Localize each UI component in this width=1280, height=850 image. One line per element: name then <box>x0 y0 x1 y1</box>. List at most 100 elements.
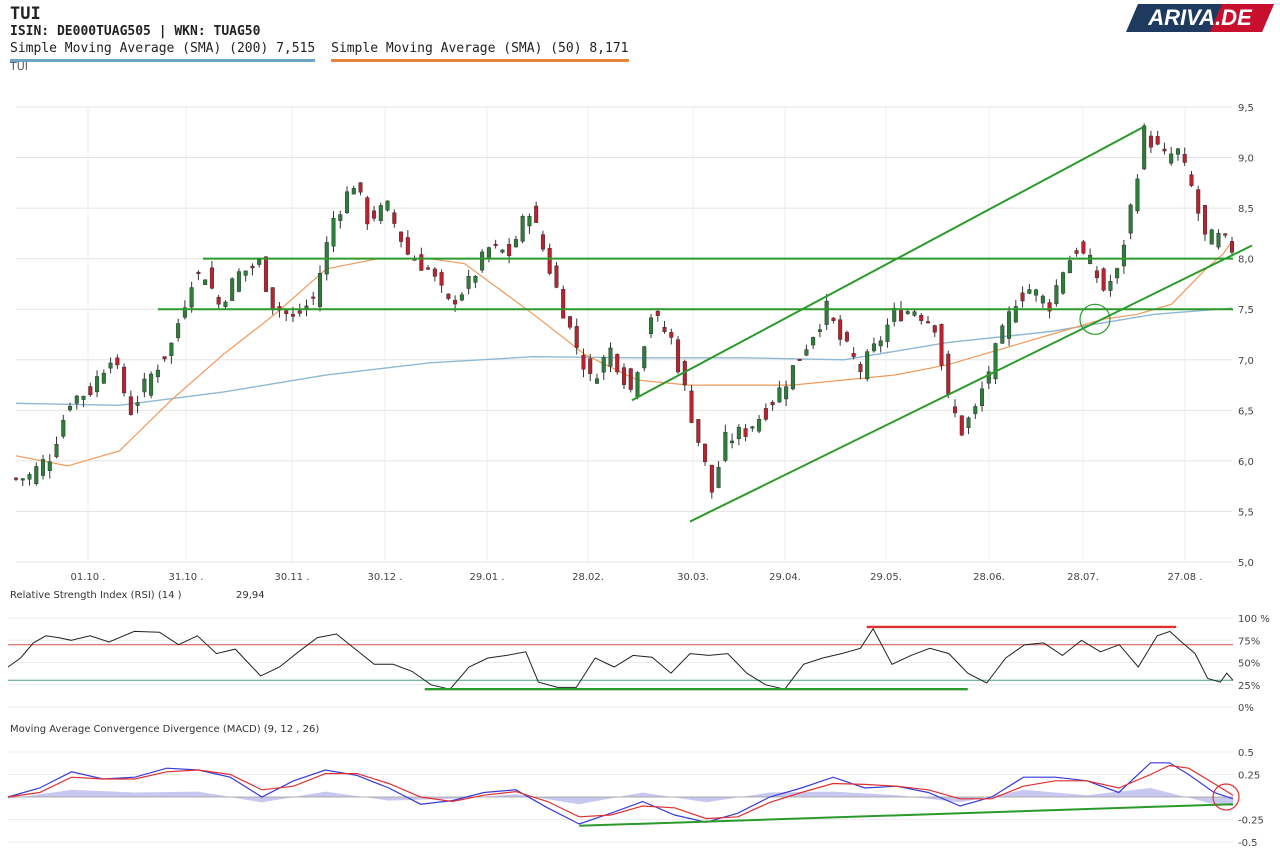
up-candle <box>1034 289 1039 296</box>
up-candle <box>378 205 383 221</box>
macd-y-tick-label: -0.5 <box>1238 838 1258 849</box>
up-candle <box>351 188 356 195</box>
up-candle <box>176 323 181 339</box>
price-y-tick-label: 7,5 <box>1238 305 1254 316</box>
down-candle <box>216 296 221 305</box>
up-candle <box>824 300 829 325</box>
rsi-y-tick-label: 75% <box>1238 636 1260 647</box>
down-candle <box>851 353 856 357</box>
up-candle <box>804 349 809 356</box>
up-candle <box>108 362 113 369</box>
down-candle <box>547 247 552 274</box>
up-candle <box>912 311 917 316</box>
down-candle <box>763 408 768 420</box>
up-candle <box>905 311 910 314</box>
up-candle <box>736 427 741 440</box>
down-candle <box>953 406 958 414</box>
down-candle <box>534 205 539 223</box>
up-candle <box>865 351 870 380</box>
down-candle <box>88 386 93 396</box>
down-candle <box>453 299 458 305</box>
price-x-tick-label: 31.10 . <box>169 572 204 583</box>
up-candle <box>338 214 343 221</box>
up-candle <box>878 340 883 347</box>
down-candle <box>797 358 802 361</box>
up-candle <box>966 417 971 428</box>
price-x-tick-label: 29.04. <box>769 572 801 583</box>
price-x-tick-label: 30.11 . <box>275 572 310 583</box>
down-candle <box>1196 189 1201 214</box>
down-candle <box>297 310 302 314</box>
down-candle <box>844 332 849 342</box>
down-candle <box>405 237 410 255</box>
sma50-line <box>15 241 1233 467</box>
down-candle <box>419 254 424 271</box>
down-candle <box>122 366 127 394</box>
rsi-y-tick-label: 25% <box>1238 681 1260 692</box>
up-candle <box>1067 260 1072 274</box>
down-candle <box>709 464 714 493</box>
up-candle <box>20 478 25 481</box>
down-candle <box>932 325 937 333</box>
down-candle <box>1223 233 1228 236</box>
down-candle <box>858 364 863 373</box>
up-candle <box>385 200 390 211</box>
down-candle <box>946 353 951 395</box>
ariva-logo[interactable]: ARIVA.DE <box>1124 2 1276 34</box>
up-candle <box>1121 244 1126 267</box>
down-candle <box>1094 270 1099 279</box>
down-candle <box>554 265 559 288</box>
sma-legend: Simple Moving Average (SMA) (200) 7,515 … <box>10 40 637 62</box>
down-candle <box>162 356 167 360</box>
up-candle <box>871 343 876 352</box>
up-candle <box>95 376 100 393</box>
up-candle <box>236 271 241 292</box>
up-candle <box>885 324 890 342</box>
up-candle <box>635 372 640 397</box>
up-candle <box>527 216 532 227</box>
up-candle <box>1108 281 1113 291</box>
up-candle <box>54 443 59 458</box>
up-candle <box>784 386 789 400</box>
up-candle <box>594 378 599 384</box>
up-candle <box>513 239 518 248</box>
up-candle <box>47 461 52 471</box>
instrument-title: TUI <box>10 4 41 24</box>
up-candle <box>500 249 505 253</box>
up-candle <box>203 279 208 285</box>
up-candle <box>1209 229 1214 245</box>
price-y-tick-label: 5,5 <box>1238 507 1254 518</box>
down-candle <box>493 243 498 246</box>
macd-y-tick-label: 0.5 <box>1238 748 1254 759</box>
price-x-tick-label: 27.08 . <box>1168 572 1203 583</box>
price-y-tick-label: 9,0 <box>1238 154 1254 165</box>
down-candle <box>365 197 370 225</box>
down-candle <box>290 314 295 317</box>
down-candle <box>703 443 708 463</box>
channel-upper-line <box>631 126 1144 402</box>
down-candle <box>128 396 133 415</box>
down-candle <box>1162 148 1167 152</box>
price-y-tick-label: 5,0 <box>1238 558 1254 569</box>
down-candle <box>831 317 836 321</box>
down-candle <box>743 428 748 437</box>
down-candle <box>311 296 316 299</box>
up-candle <box>601 357 606 373</box>
sma200-legend-item[interactable]: Simple Moving Average (SMA) (200) 7,515 <box>10 40 316 62</box>
up-candle <box>608 347 613 367</box>
up-candle <box>1061 272 1066 294</box>
macd-y-tick-label: -0.25 <box>1238 816 1264 827</box>
down-candle <box>358 182 363 193</box>
price-y-tick-label: 6,5 <box>1238 406 1254 417</box>
down-candle <box>196 271 201 274</box>
up-candle <box>1000 325 1005 344</box>
down-candle <box>838 319 843 340</box>
sma50-legend-item[interactable]: Simple Moving Average (SMA) (50) 8,171 <box>331 40 629 62</box>
up-candle <box>243 270 248 276</box>
up-candle <box>101 372 106 384</box>
up-candle <box>61 420 66 437</box>
chart-header: TUI ISIN: DE000TUAG505 | WKN: TUAG50 Sim… <box>10 4 637 72</box>
up-candle <box>642 346 647 369</box>
down-candle <box>1081 241 1086 254</box>
